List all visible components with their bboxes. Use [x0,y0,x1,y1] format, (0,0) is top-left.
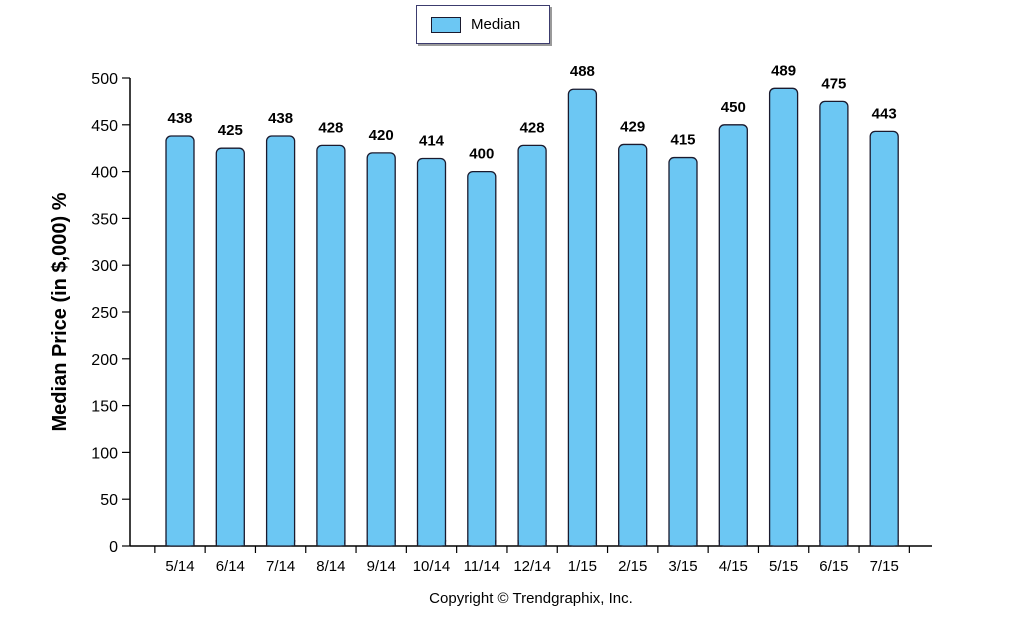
bar [366,152,396,547]
bar [819,100,849,547]
bar-base [518,540,546,546]
copyright-text: Copyright © Trendgraphix, Inc. [429,590,633,607]
x-tick-label: 5/14 [165,558,194,575]
y-tick-label: 0 [109,539,118,556]
chart-bars [165,87,899,547]
chart-data-labels: 438 5/14 425 6/14 438 7/14 428 8/14 420 9/14 414 10… [165,62,898,575]
bar-base [770,540,797,546]
y-tick-label: 150 [91,399,118,416]
bar-base [870,540,898,546]
x-tick-label: 9/14 [367,558,396,575]
bar-value-label: 443 [872,105,897,122]
bar [467,170,497,547]
y-tick-label: 300 [91,258,118,275]
bar-value-label: 450 [721,99,746,116]
bar-base [217,540,244,546]
bar [265,135,296,547]
y-tick-label: 450 [91,118,118,135]
x-tick-label: 12/14 [513,558,551,575]
bar [165,135,195,547]
y-tick-label: 50 [100,492,118,509]
bar [718,124,748,547]
y-tick-label: 400 [91,165,118,182]
x-tick-label: 6/15 [819,558,848,575]
x-tick-label: 7/15 [870,558,899,575]
bar [768,87,799,547]
x-tick-label: 5/15 [769,558,798,575]
bar-base [468,540,496,546]
y-tick-label: 350 [91,211,118,228]
bar [316,144,346,547]
bar-value-label: 428 [318,119,343,136]
y-tick-label: 500 [91,71,118,88]
x-tick-label: 6/14 [216,558,245,575]
bar-value-label: 415 [670,132,695,149]
x-tick-label: 8/14 [316,558,345,575]
bar [215,147,245,547]
bar [567,88,598,547]
x-tick-label: 3/15 [668,558,697,575]
x-tick-label: 4/15 [719,558,748,575]
x-tick-label: 11/14 [464,558,500,575]
bar-base [619,540,646,546]
x-tick-label: 7/14 [266,558,295,575]
y-axis-label: Median Price (in $,000) % [49,192,71,431]
bar-value-label: 414 [419,132,445,149]
legend: Median [416,5,550,44]
bar-value-label: 438 [167,110,192,127]
bar [416,157,447,547]
bar-value-label: 420 [369,127,394,144]
bar-base [720,540,747,546]
bar-value-label: 488 [570,63,595,80]
y-tick-label: 100 [91,445,118,462]
y-tick-label: 250 [91,305,118,322]
copyright-footer: Copyright © Trendgraphix, Inc. [0,590,1014,607]
bar-value-label: 475 [821,75,846,92]
x-tick-label: 2/15 [618,558,647,575]
bar-value-label: 425 [218,122,243,139]
bar-base [317,540,345,546]
bar-base [569,540,596,546]
chart-axes: 0 50 100 150 200 250 300 350 400 450 500 [91,71,932,556]
bar-base [166,540,194,546]
bar-value-label: 429 [620,118,645,135]
x-tick-label: 10/14 [413,558,451,575]
bar-base [669,540,697,546]
legend-swatch-median [431,17,461,33]
bar [668,156,698,547]
bar-value-label: 400 [469,146,494,163]
legend-label-median: Median [471,16,521,33]
bar [618,143,648,547]
bar-base [267,540,294,546]
bar-base [418,540,445,546]
bar-value-label: 428 [520,119,545,136]
bar-value-label: 489 [771,62,796,79]
bar-base [820,540,848,546]
y-tick-label: 200 [91,352,118,369]
bar [517,144,547,547]
x-tick-label: 1/15 [568,558,597,575]
bar-base [367,540,395,546]
bar [869,130,899,547]
bar-value-label: 438 [268,110,293,127]
